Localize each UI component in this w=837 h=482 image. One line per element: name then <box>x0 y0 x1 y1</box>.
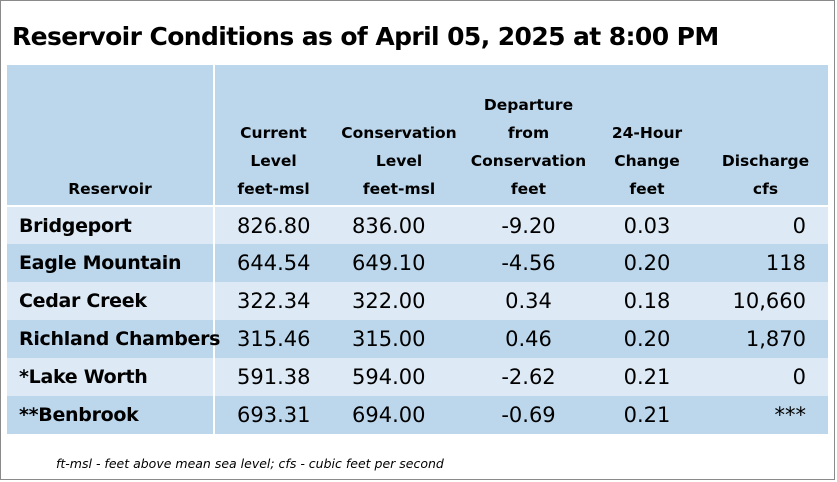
reservoir-name: Bridgeport <box>7 205 215 244</box>
table-row-eagle-mountain: Eagle Mountain 644.54 649.10 -4.56 0.20 … <box>7 244 828 282</box>
current-level-value: 693.31 <box>214 396 332 434</box>
header-24-hour-change: 24-Hour Change feet <box>591 65 703 206</box>
departure-value: -0.69 <box>466 396 591 434</box>
discharge-value: 1,870 <box>703 320 828 358</box>
departure-value: -9.20 <box>466 205 591 244</box>
table-row-cedar-creek: Cedar Creek 322.34 322.00 0.34 0.18 10,6… <box>7 282 828 320</box>
change-value: 0.20 <box>591 244 703 282</box>
current-level-value: 591.38 <box>214 358 332 396</box>
departure-value: 0.34 <box>466 282 591 320</box>
current-level-value: 644.54 <box>214 244 332 282</box>
change-value: 0.21 <box>591 396 703 434</box>
conservation-level-value: 322.00 <box>332 282 466 320</box>
departure-value: -4.56 <box>466 244 591 282</box>
current-level-value: 315.46 <box>214 320 332 358</box>
conservation-level-value: 315.00 <box>332 320 466 358</box>
current-level-value: 322.34 <box>214 282 332 320</box>
reservoir-name: **Benbrook <box>7 396 215 434</box>
reservoir-name: Richland Chambers <box>7 320 220 358</box>
discharge-value: 10,660 <box>703 282 828 320</box>
reservoir-table: Reservoir Current Level feet-msl Conserv… <box>7 65 828 434</box>
change-value: 0.20 <box>591 320 703 358</box>
conservation-level-value: 836.00 <box>332 205 466 244</box>
departure-value: 0.46 <box>466 320 591 358</box>
change-value: 0.21 <box>591 358 703 396</box>
table-row-bridgeport: Bridgeport 826.80 836.00 -9.20 0.03 0 <box>7 205 828 244</box>
table-row-richland-chambers: Richland Chambers 315.46 315.00 0.46 0.2… <box>7 320 828 358</box>
header-departure: Departure from Conservation feet <box>466 65 591 206</box>
header-reservoir: Reservoir <box>7 65 215 206</box>
header-discharge: Discharge cfs <box>703 65 828 206</box>
header-conservation-level: Conservation Level feet-msl <box>332 65 466 206</box>
reservoir-name: Cedar Creek <box>7 282 215 320</box>
discharge-value: 0 <box>703 358 828 396</box>
reservoir-name: *Lake Worth <box>7 358 215 396</box>
discharge-value: 118 <box>703 244 828 282</box>
conservation-level-value: 649.10 <box>332 244 466 282</box>
header-current-level: Current Level feet-msl <box>214 65 332 206</box>
table-row-lake-worth: *Lake Worth 591.38 594.00 -2.62 0.21 0 <box>7 358 828 396</box>
change-value: 0.03 <box>591 205 703 244</box>
change-value: 0.18 <box>591 282 703 320</box>
table-row-benbrook: **Benbrook 693.31 694.00 -0.69 0.21 *** <box>7 396 828 434</box>
table-header-row: Reservoir Current Level feet-msl Conserv… <box>7 65 828 206</box>
footnote: ft-msl - feet above mean sea level; cfs … <box>56 456 444 471</box>
departure-value: -2.62 <box>466 358 591 396</box>
conservation-level-value: 594.00 <box>332 358 466 396</box>
current-level-value: 826.80 <box>214 205 332 244</box>
reservoir-name: Eagle Mountain <box>7 244 215 282</box>
discharge-value: *** <box>703 396 828 434</box>
discharge-value: 0 <box>703 205 828 244</box>
page-title: Reservoir Conditions as of April 05, 202… <box>12 22 719 51</box>
conservation-level-value: 694.00 <box>332 396 466 434</box>
